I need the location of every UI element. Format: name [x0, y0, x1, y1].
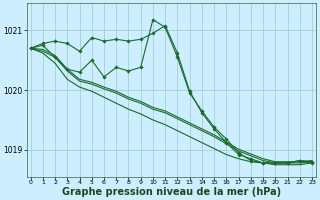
X-axis label: Graphe pression niveau de la mer (hPa): Graphe pression niveau de la mer (hPa) — [62, 187, 281, 197]
